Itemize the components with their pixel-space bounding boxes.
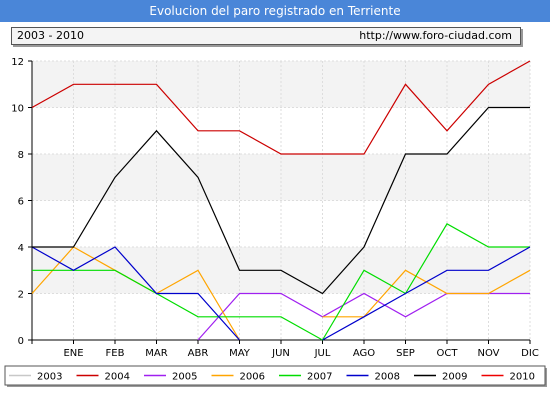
legend-label-2008: 2008: [375, 372, 400, 383]
x-tick-label: MAR: [145, 348, 167, 359]
period-label: 2003 - 2010: [17, 29, 84, 42]
x-tick-label: FEB: [106, 348, 125, 359]
series-line-2008: [322, 246, 531, 341]
x-tick-label: ABR: [188, 348, 209, 359]
x-tick-label: ENE: [63, 348, 83, 359]
y-tick-label: 4: [18, 243, 24, 254]
legend: [4, 365, 546, 386]
legend-label-2005: 2005: [172, 372, 197, 383]
legend-label-2006: 2006: [240, 372, 265, 383]
y-tick-label: 6: [18, 197, 24, 208]
legend-label-2003: 2003: [37, 372, 62, 383]
source-url: http://www.foro-ciudad.com: [359, 29, 512, 42]
info-bar: 2003 - 2010 http://www.foro-ciudad.com: [11, 27, 521, 45]
chart-title: Evolucion del paro registrado en Terrien…: [0, 0, 550, 22]
legend-label-2009: 2009: [442, 372, 467, 383]
legend-label-2007: 2007: [307, 372, 332, 383]
series-line-2004: [31, 60, 531, 155]
x-tick-label: MAY: [229, 348, 251, 359]
series-line-2008: [31, 246, 240, 341]
x-tick-label: DIC: [521, 348, 539, 359]
x-tick-label: AGO: [353, 348, 375, 359]
x-tick-label: SEP: [396, 348, 415, 359]
y-tick-label: 12: [11, 57, 24, 68]
legend-label-2010: 2010: [510, 372, 535, 383]
y-tick-label: 8: [18, 150, 24, 161]
legend-label-2004: 2004: [105, 372, 130, 383]
x-tick-label: JUL: [314, 348, 331, 359]
x-tick-label: OCT: [437, 348, 459, 359]
series-line-2007: [32, 222, 530, 341]
y-tick-label: 10: [11, 104, 24, 115]
y-tick-label: 2: [18, 290, 24, 301]
x-tick-label: NOV: [477, 348, 499, 359]
series-line-2009: [32, 106, 530, 295]
x-tick-label: JUN: [271, 348, 290, 359]
y-tick-label: 0: [18, 336, 24, 347]
